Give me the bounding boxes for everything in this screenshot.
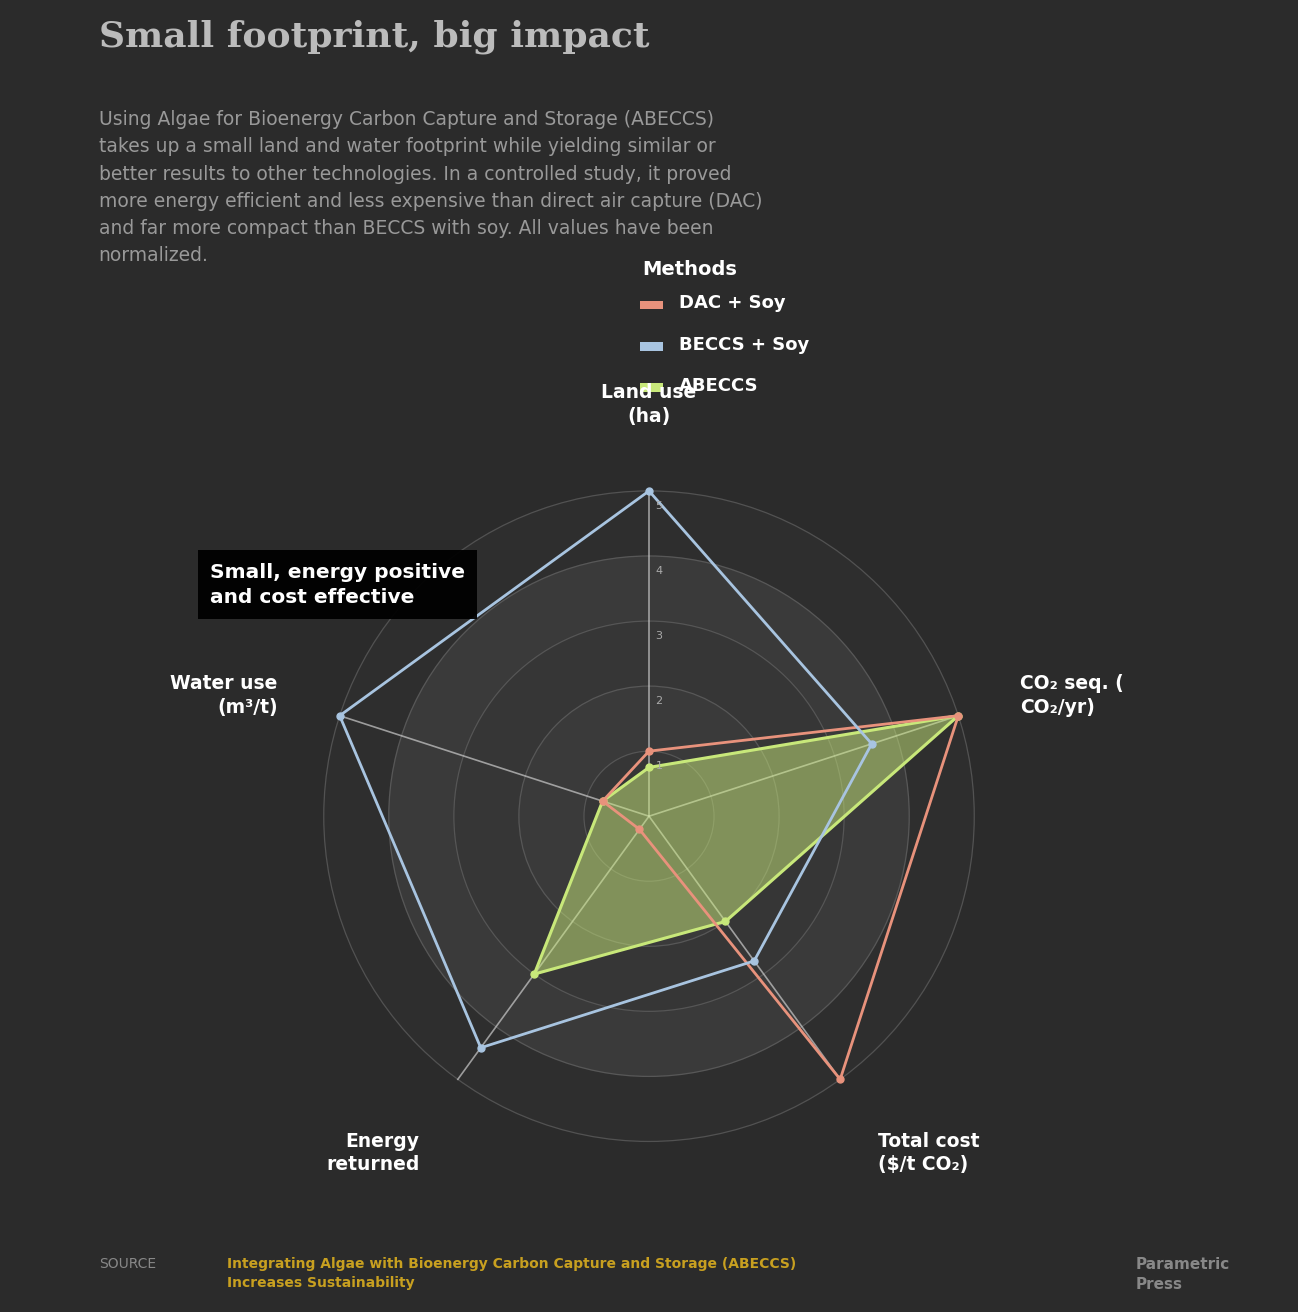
- Text: Using Algae for Bioenergy Carbon Capture and Storage (ABECCS)
takes up a small l: Using Algae for Bioenergy Carbon Capture…: [99, 110, 762, 265]
- Polygon shape: [535, 715, 958, 974]
- Text: 1: 1: [655, 761, 662, 771]
- Circle shape: [519, 686, 779, 946]
- Text: Integrating Algae with Bioenergy Carbon Capture and Storage (ABECCS)
Increases S: Integrating Algae with Bioenergy Carbon …: [227, 1257, 797, 1290]
- Text: 2: 2: [655, 695, 663, 706]
- Text: 3: 3: [655, 631, 662, 640]
- Text: Energy
returned: Energy returned: [326, 1132, 419, 1174]
- Text: Small footprint, big impact: Small footprint, big impact: [99, 20, 649, 54]
- Text: BECCS + Soy: BECCS + Soy: [679, 336, 809, 354]
- Text: 5: 5: [655, 501, 662, 510]
- Circle shape: [584, 752, 714, 882]
- Text: DAC + Soy: DAC + Soy: [679, 294, 785, 312]
- Text: Parametric
Press: Parametric Press: [1136, 1257, 1231, 1292]
- Text: Methods: Methods: [643, 260, 737, 278]
- Circle shape: [454, 621, 844, 1012]
- Text: Total cost
($/t CO₂): Total cost ($/t CO₂): [879, 1132, 980, 1174]
- Circle shape: [323, 491, 975, 1141]
- Circle shape: [389, 556, 909, 1076]
- Text: SOURCE: SOURCE: [99, 1257, 156, 1270]
- FancyBboxPatch shape: [640, 300, 663, 310]
- Text: Land use
(ha): Land use (ha): [601, 383, 697, 426]
- Text: CO₂ seq. (
CO₂/yr): CO₂ seq. ( CO₂/yr): [1020, 674, 1124, 716]
- Text: 4: 4: [655, 565, 663, 576]
- FancyBboxPatch shape: [640, 383, 663, 392]
- Circle shape: [323, 491, 975, 1141]
- FancyBboxPatch shape: [640, 342, 663, 350]
- Text: ABECCS: ABECCS: [679, 377, 758, 395]
- Text: Water use
(m³/t): Water use (m³/t): [170, 674, 278, 716]
- Text: Small, energy positive
and cost effective: Small, energy positive and cost effectiv…: [210, 563, 465, 607]
